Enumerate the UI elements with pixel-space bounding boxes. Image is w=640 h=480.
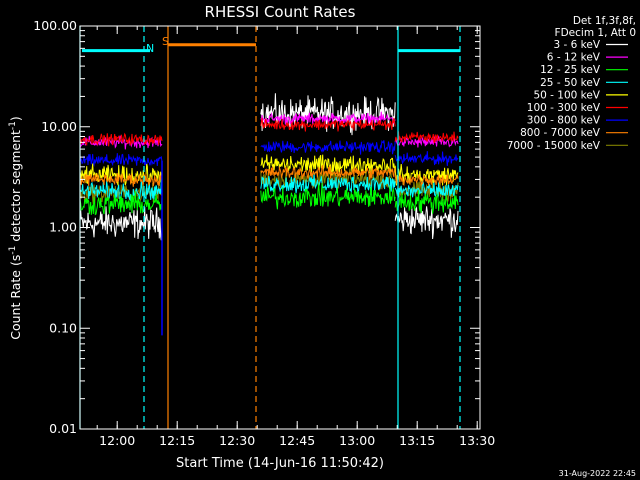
series-line	[79, 190, 163, 216]
legend-entry-label: 300 - 800 keV	[527, 115, 601, 127]
legend-header: Det 1f,3f,8f,	[573, 15, 636, 27]
series-line	[260, 172, 396, 196]
series-line	[79, 179, 163, 203]
series-line	[394, 151, 459, 166]
y-tick-label: 10.00	[41, 119, 77, 134]
data-lines	[79, 93, 459, 336]
legend-entry-label: 3 - 6 keV	[553, 39, 600, 51]
series-line	[79, 153, 163, 167]
series-line	[79, 172, 163, 187]
series-line	[394, 206, 459, 240]
flag-label: S	[162, 35, 169, 48]
series-line	[394, 174, 459, 187]
x-axis-label: Start Time (14-Jun-16 11:50:42)	[176, 456, 384, 471]
x-tick-label: 12:00	[99, 433, 135, 448]
flag-label: N	[146, 42, 154, 55]
y-axis-label: Count Rate (s-1 detector segment-1)	[8, 116, 23, 340]
series-line	[79, 206, 163, 241]
legend-entry-label: 7000 - 15000 keV	[507, 140, 601, 152]
x-tick-label: 12:45	[279, 433, 315, 448]
legend-entry-label: 50 - 100 keV	[533, 89, 600, 101]
y-axis: 100.00 10.00 1.00 0.10 0.01	[33, 18, 480, 436]
legend-entry-label: 6 - 12 keV	[547, 52, 601, 64]
x-tick-label: 13:30	[459, 433, 495, 448]
series-line	[260, 154, 396, 176]
series-line	[260, 93, 396, 136]
series-line	[394, 190, 459, 214]
x-tick-label: 13:00	[339, 433, 375, 448]
x-tick-label: 12:15	[159, 433, 195, 448]
series-line	[79, 132, 163, 147]
series-line	[260, 117, 396, 132]
series-line	[260, 183, 396, 210]
series-line	[394, 163, 459, 186]
legend-entry-label: 100 - 300 keV	[527, 102, 601, 114]
y-tick-label: 100.00	[33, 18, 77, 33]
series-line	[260, 111, 396, 126]
x-tick-label: 12:30	[219, 433, 255, 448]
series-line	[394, 179, 459, 198]
series-line	[394, 180, 459, 202]
legend-entry-label: 25 - 50 keV	[540, 77, 601, 89]
y-tick-label: 0.10	[49, 320, 77, 335]
series-line	[260, 165, 396, 180]
legend-entry-label: 800 - 7000 keV	[520, 127, 601, 139]
series-line	[394, 131, 459, 144]
y-tick-label: 0.01	[49, 421, 77, 436]
x-axis: 12:00 12:15 12:30 12:45 13:00 13:15 13:30	[96, 26, 495, 448]
legend-entry-label: 12 - 25 keV	[540, 64, 601, 76]
y-tick-label: 1.00	[49, 220, 77, 235]
series-line	[260, 139, 396, 155]
timestamp: 31-Aug-2022 22:45	[559, 469, 636, 478]
x-tick-label: 13:15	[399, 433, 435, 448]
legend-header: FDecim 1, Att 0	[555, 27, 636, 39]
chart-title: RHESSI Count Rates	[205, 3, 356, 21]
